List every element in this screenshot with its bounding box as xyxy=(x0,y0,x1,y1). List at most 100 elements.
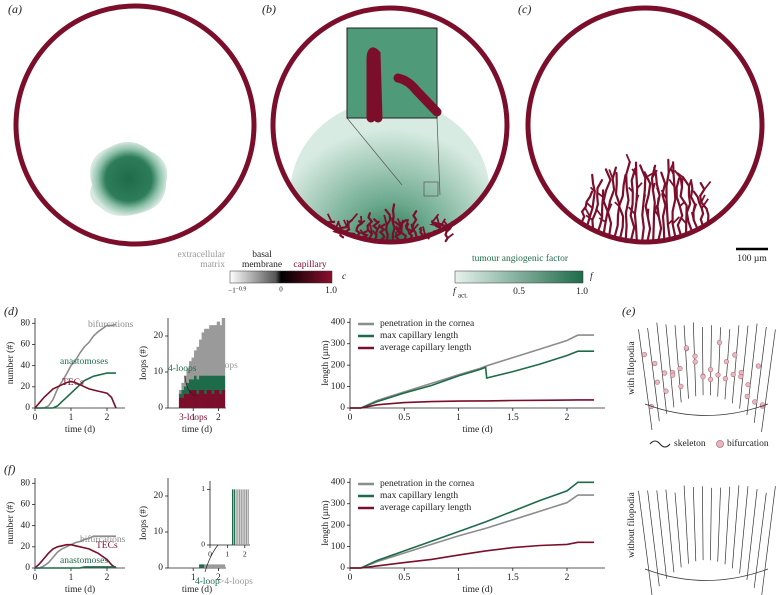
bar-segment xyxy=(204,375,208,394)
bar-segment xyxy=(199,390,203,408)
condition-label: without filopodia xyxy=(626,491,637,557)
zoom-lines xyxy=(346,117,441,196)
bar-segment xyxy=(196,393,200,408)
series-line xyxy=(34,543,117,569)
zoom-inset xyxy=(346,27,438,119)
capillary xyxy=(338,225,348,230)
x-tick-label: 1 xyxy=(191,573,196,583)
legend-label: penetration in the cornea xyxy=(380,479,475,489)
bar-segment xyxy=(219,325,223,376)
y-tick-label: 0 xyxy=(158,403,163,413)
bar-segment xyxy=(181,382,185,390)
bar-segment xyxy=(206,375,211,390)
x-axis-label: time (d) xyxy=(462,584,492,595)
colorbar-tick: −1 xyxy=(228,287,236,295)
colorbar-c: extracellular matrix basal membrane capi… xyxy=(178,250,347,296)
legend-label: bifurcation xyxy=(727,438,769,449)
capillary xyxy=(606,166,617,236)
y-tick-label: 0 xyxy=(25,403,30,413)
bar-segment xyxy=(191,357,195,380)
capillary xyxy=(366,212,374,240)
y-tick-label: 20 xyxy=(21,542,31,552)
capillary xyxy=(671,161,677,238)
bifurcation xyxy=(641,351,648,358)
capillary-branch xyxy=(703,180,712,191)
x-axis-label: time (d) xyxy=(182,424,212,435)
colorbar-tick: f xyxy=(453,286,457,297)
capillary xyxy=(654,172,663,241)
capillary xyxy=(679,177,688,234)
colorbar-tick: act. xyxy=(458,292,468,300)
colorbar-tick: −0.9 xyxy=(236,286,247,292)
bar-segment xyxy=(199,375,203,390)
skeleton xyxy=(746,489,758,581)
bar-segment xyxy=(214,564,218,568)
skeleton xyxy=(656,322,667,414)
bar-segment xyxy=(178,397,183,408)
y-tick-label: 200 xyxy=(331,360,346,370)
y-tick-label: 0 xyxy=(25,563,30,573)
inset-vessel xyxy=(366,47,383,123)
skeleton xyxy=(724,329,731,400)
bar-segment xyxy=(233,489,235,545)
y-tick-label: 60 xyxy=(21,340,31,350)
bar-segment xyxy=(181,397,185,408)
bar-segment xyxy=(191,390,195,408)
bar-segment xyxy=(219,393,223,408)
bar-segment xyxy=(201,332,206,376)
bar-segment xyxy=(188,361,193,380)
bifurcation xyxy=(652,360,658,367)
colorbar-label: basal xyxy=(252,250,272,260)
bar-segment xyxy=(221,375,226,390)
capillary xyxy=(420,232,430,240)
capillaries xyxy=(580,153,712,242)
capillary xyxy=(391,203,396,242)
condition-label: with filopodia xyxy=(626,340,637,394)
bar-segment xyxy=(216,321,221,376)
capillary xyxy=(617,174,627,239)
series-line xyxy=(350,541,595,569)
series-line xyxy=(34,380,117,409)
panel-label: (d) xyxy=(4,304,18,318)
bifurcation xyxy=(707,367,714,373)
bifurcation xyxy=(732,352,738,358)
y-axis-label: number (#) xyxy=(5,342,16,384)
bar-segment xyxy=(204,564,208,568)
capillary-branch xyxy=(676,172,684,178)
bar-segment xyxy=(235,489,237,545)
colorbar-label: membrane xyxy=(242,260,282,270)
bifurcation xyxy=(752,399,758,405)
bar-segment xyxy=(196,346,200,380)
capillary xyxy=(444,221,454,243)
skeleton xyxy=(647,327,660,422)
capillary xyxy=(689,180,699,229)
bifurcation xyxy=(670,372,676,378)
bar-segment xyxy=(240,489,242,545)
bar-segment xyxy=(201,564,206,568)
bar-segment xyxy=(214,390,218,408)
bifurcation xyxy=(677,365,683,372)
skeleton xyxy=(761,486,776,595)
capillary xyxy=(378,223,387,241)
capillary xyxy=(660,171,667,240)
series-label: bifurcations xyxy=(88,319,134,330)
colorbar-tick: 1.0 xyxy=(325,286,337,296)
skeleton xyxy=(638,329,653,431)
panel-label: (b) xyxy=(262,2,276,16)
bar-segment xyxy=(221,390,226,408)
taf-field xyxy=(290,100,490,240)
panel-label: (a) xyxy=(8,2,22,16)
capillary xyxy=(344,219,353,233)
skeleton xyxy=(692,322,697,397)
y-tick-label: 40 xyxy=(21,521,31,531)
y-axis-label: loops (#) xyxy=(138,346,149,380)
skeleton xyxy=(717,327,721,397)
series-label: 4-loops xyxy=(168,364,197,374)
y-tick-label: 10 xyxy=(154,367,164,377)
chart: 0 100 200 300 400 0 0.5 1 1.5 2 time (d) length (µm… xyxy=(320,317,605,435)
skeleton xyxy=(638,490,653,595)
bar-segment xyxy=(186,393,190,408)
y-tick-label: 10 xyxy=(154,527,164,537)
capillary-branch xyxy=(598,217,607,223)
y-tick-label: 0 xyxy=(340,403,345,413)
